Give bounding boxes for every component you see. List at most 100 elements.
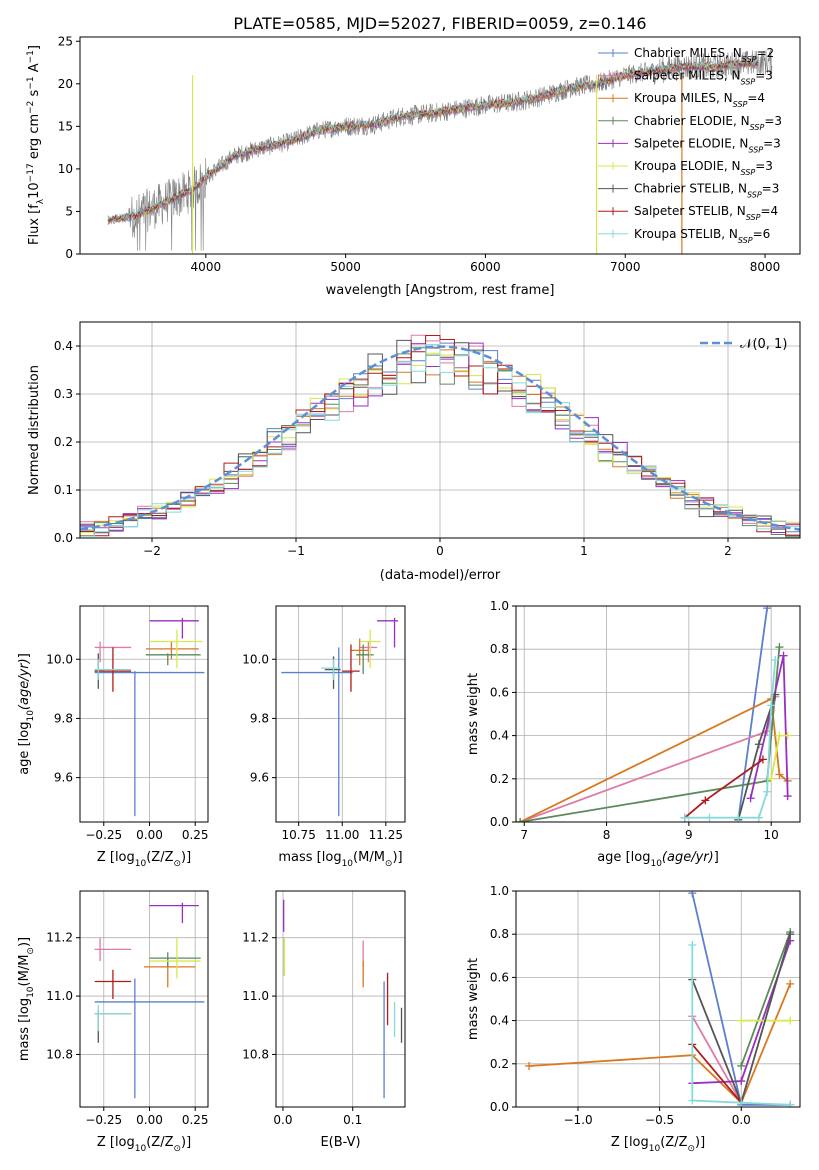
y-tick-label: 0.8 <box>490 642 509 656</box>
y-tick-label: 10 <box>58 162 73 176</box>
x-axis-label: Z [log10(Z/Z⊙)] <box>97 850 191 869</box>
x-tick-label: 10 <box>764 828 779 842</box>
weight-line <box>529 983 792 1105</box>
y-tick-label: 11.2 <box>242 931 269 945</box>
axes-residuals: −2 −1 0 1 2 0.0 0.1 0.2 0.3 0.4 (data-model)/error… <box>27 321 801 583</box>
x-tick-label: 1 <box>580 544 588 558</box>
errorbar-chabrier-elodie <box>145 653 201 666</box>
weight-marker <box>786 979 795 988</box>
y-tick-label: 0.4 <box>54 339 73 353</box>
errorbar-chabrier-miles <box>94 978 205 1099</box>
y-tick-label: 0.0 <box>490 815 509 829</box>
plot-area <box>283 899 403 1099</box>
legend-label: Salpeter STELIB, NSSP=4 <box>634 204 778 222</box>
weight-marker <box>705 813 714 822</box>
legend-label: Chabrier STELIB, NSSP=3 <box>634 182 779 200</box>
x-tick-label: 5000 <box>330 260 361 274</box>
errorbar-kroupa-miles <box>350 638 369 666</box>
axes-mass_vs_Z: −0.25 0.00 0.25 10.8 11.0 11.2 Z [log10(Z/Z⊙)]… <box>17 890 209 1154</box>
y-tick-label: 5 <box>65 204 73 218</box>
legend-label: Kroupa MILES, NSSP=4 <box>634 91 765 109</box>
weight-marker <box>763 606 772 613</box>
weight-line-salpeter-elodie <box>746 651 792 803</box>
y-tick-label: 0.1 <box>54 483 73 497</box>
y-tick-label: 11.0 <box>46 989 73 1003</box>
weight-marker <box>737 1098 746 1107</box>
model-line-salpeter-stelib <box>107 58 759 222</box>
y-tick-label: 11.2 <box>46 931 73 945</box>
x-tick-label: 0.00 <box>136 828 163 842</box>
errorbar-salpeter-elodie <box>149 617 199 639</box>
model-line-chabrier-stelib <box>107 58 759 223</box>
x-tick-label: −0.25 <box>85 1113 122 1127</box>
x-tick-label: 11.00 <box>325 828 359 842</box>
errorbar-kroupa-stelib <box>94 1004 132 1032</box>
weight-marker <box>754 813 763 822</box>
plot-area <box>107 49 773 254</box>
errorbar-chabrier-elodie <box>149 952 201 967</box>
weight-line <box>519 697 789 822</box>
y-tick-label: 0.0 <box>54 531 73 545</box>
errorbar-salpeter-elodie <box>149 902 199 924</box>
x-tick-label: 0.0 <box>732 1113 751 1127</box>
y-axis-label: mass [log10(M/M⊙)] <box>17 937 36 1061</box>
x-tick-label: 0.00 <box>136 1113 163 1127</box>
x-tick-label: 8 <box>603 828 611 842</box>
x-axis-label: wavelength [Angstrom, rest frame] <box>326 283 555 298</box>
axes-frame <box>79 890 209 1108</box>
y-tick-label: 10.8 <box>242 1047 269 1061</box>
axes-frame <box>275 890 406 1108</box>
y-tick-label: 0.0 <box>490 1100 509 1114</box>
y-tick-label: 10.0 <box>242 652 269 666</box>
x-tick-label: 0.1 <box>343 1113 362 1127</box>
errorbar-salpeter-stelib <box>94 969 132 999</box>
axes-age_vs_Z: −0.25 0.00 0.25 9.6 9.8 10.0 Z [log10(Z/Z⊙)] ag… <box>17 605 209 869</box>
axes-mass_vs_EBV: 0.0 0.1 10.8 11.0 11.2 E(B-V) <box>242 890 406 1150</box>
errorbar-kroupa-elodie <box>149 937 201 979</box>
x-tick-label: 9 <box>685 828 693 842</box>
errorbar-salpeter-elodie <box>377 617 399 648</box>
legend-label: Chabrier ELODIE, NSSP=3 <box>634 114 782 132</box>
weight-line-kroupa-elodie <box>767 731 792 783</box>
weight-marker <box>771 656 780 664</box>
weight-marker <box>775 731 784 740</box>
y-axis-label: mass weight <box>466 958 481 1040</box>
y-axis-label: Flux [fλ10−17 erg cm−2 s−1 A−1] <box>26 45 46 245</box>
weight-marker <box>758 755 767 764</box>
x-axis-label: Z [log10(Z/Z⊙)] <box>611 1135 705 1154</box>
weight-marker <box>767 701 776 710</box>
y-tick-label: 10.0 <box>46 652 73 666</box>
y-tick-label: 10.8 <box>46 1047 73 1061</box>
y-tick-label: 0.6 <box>490 685 509 699</box>
y-tick-label: 9.8 <box>250 711 269 725</box>
axes-weight_vs_Z: −1.0 −0.5 0.0 0.0 0.2 0.4 0.6 0.8 1.0 Z [log10(Z/… <box>466 884 801 1154</box>
y-tick-label: 0.2 <box>490 772 509 786</box>
x-tick-label: −0.25 <box>85 828 122 842</box>
plot-area <box>525 891 795 1107</box>
axes-frame <box>515 890 801 1108</box>
x-tick-label: 0 <box>436 544 444 558</box>
y-tick-label: 0.2 <box>490 1057 509 1071</box>
y-axis-label: age [log10(age/yr)] <box>17 653 36 775</box>
weight-marker <box>701 796 710 805</box>
x-axis-label: (data-model)/error <box>380 568 501 583</box>
weight-marker <box>783 792 792 801</box>
x-tick-label: 4000 <box>191 260 222 274</box>
axes-spectrum: 4000 5000 6000 7000 8000 0 5 10 15 20 25 wavelength… <box>26 34 801 298</box>
x-axis-label: mass [log10(M/M⊙)] <box>278 850 402 869</box>
weight-marker <box>737 1061 746 1070</box>
y-tick-label: 9.6 <box>250 771 269 785</box>
weight-line <box>691 1043 742 1104</box>
gaussian-curve <box>80 345 800 531</box>
weight-marker <box>688 941 697 949</box>
y-tick-label: 9.6 <box>54 771 73 785</box>
legend-label: Salpeter ELODIE, NSSP=3 <box>634 136 781 154</box>
x-tick-label: −1.0 <box>563 1113 592 1127</box>
errorbar-kroupa-elodie <box>359 629 381 669</box>
model-line-kroupa-stelib <box>107 58 759 221</box>
x-tick-label: 7000 <box>610 260 641 274</box>
y-tick-label: 0.2 <box>54 435 73 449</box>
weight-marker <box>746 794 755 803</box>
y-tick-label: 15 <box>58 119 73 133</box>
